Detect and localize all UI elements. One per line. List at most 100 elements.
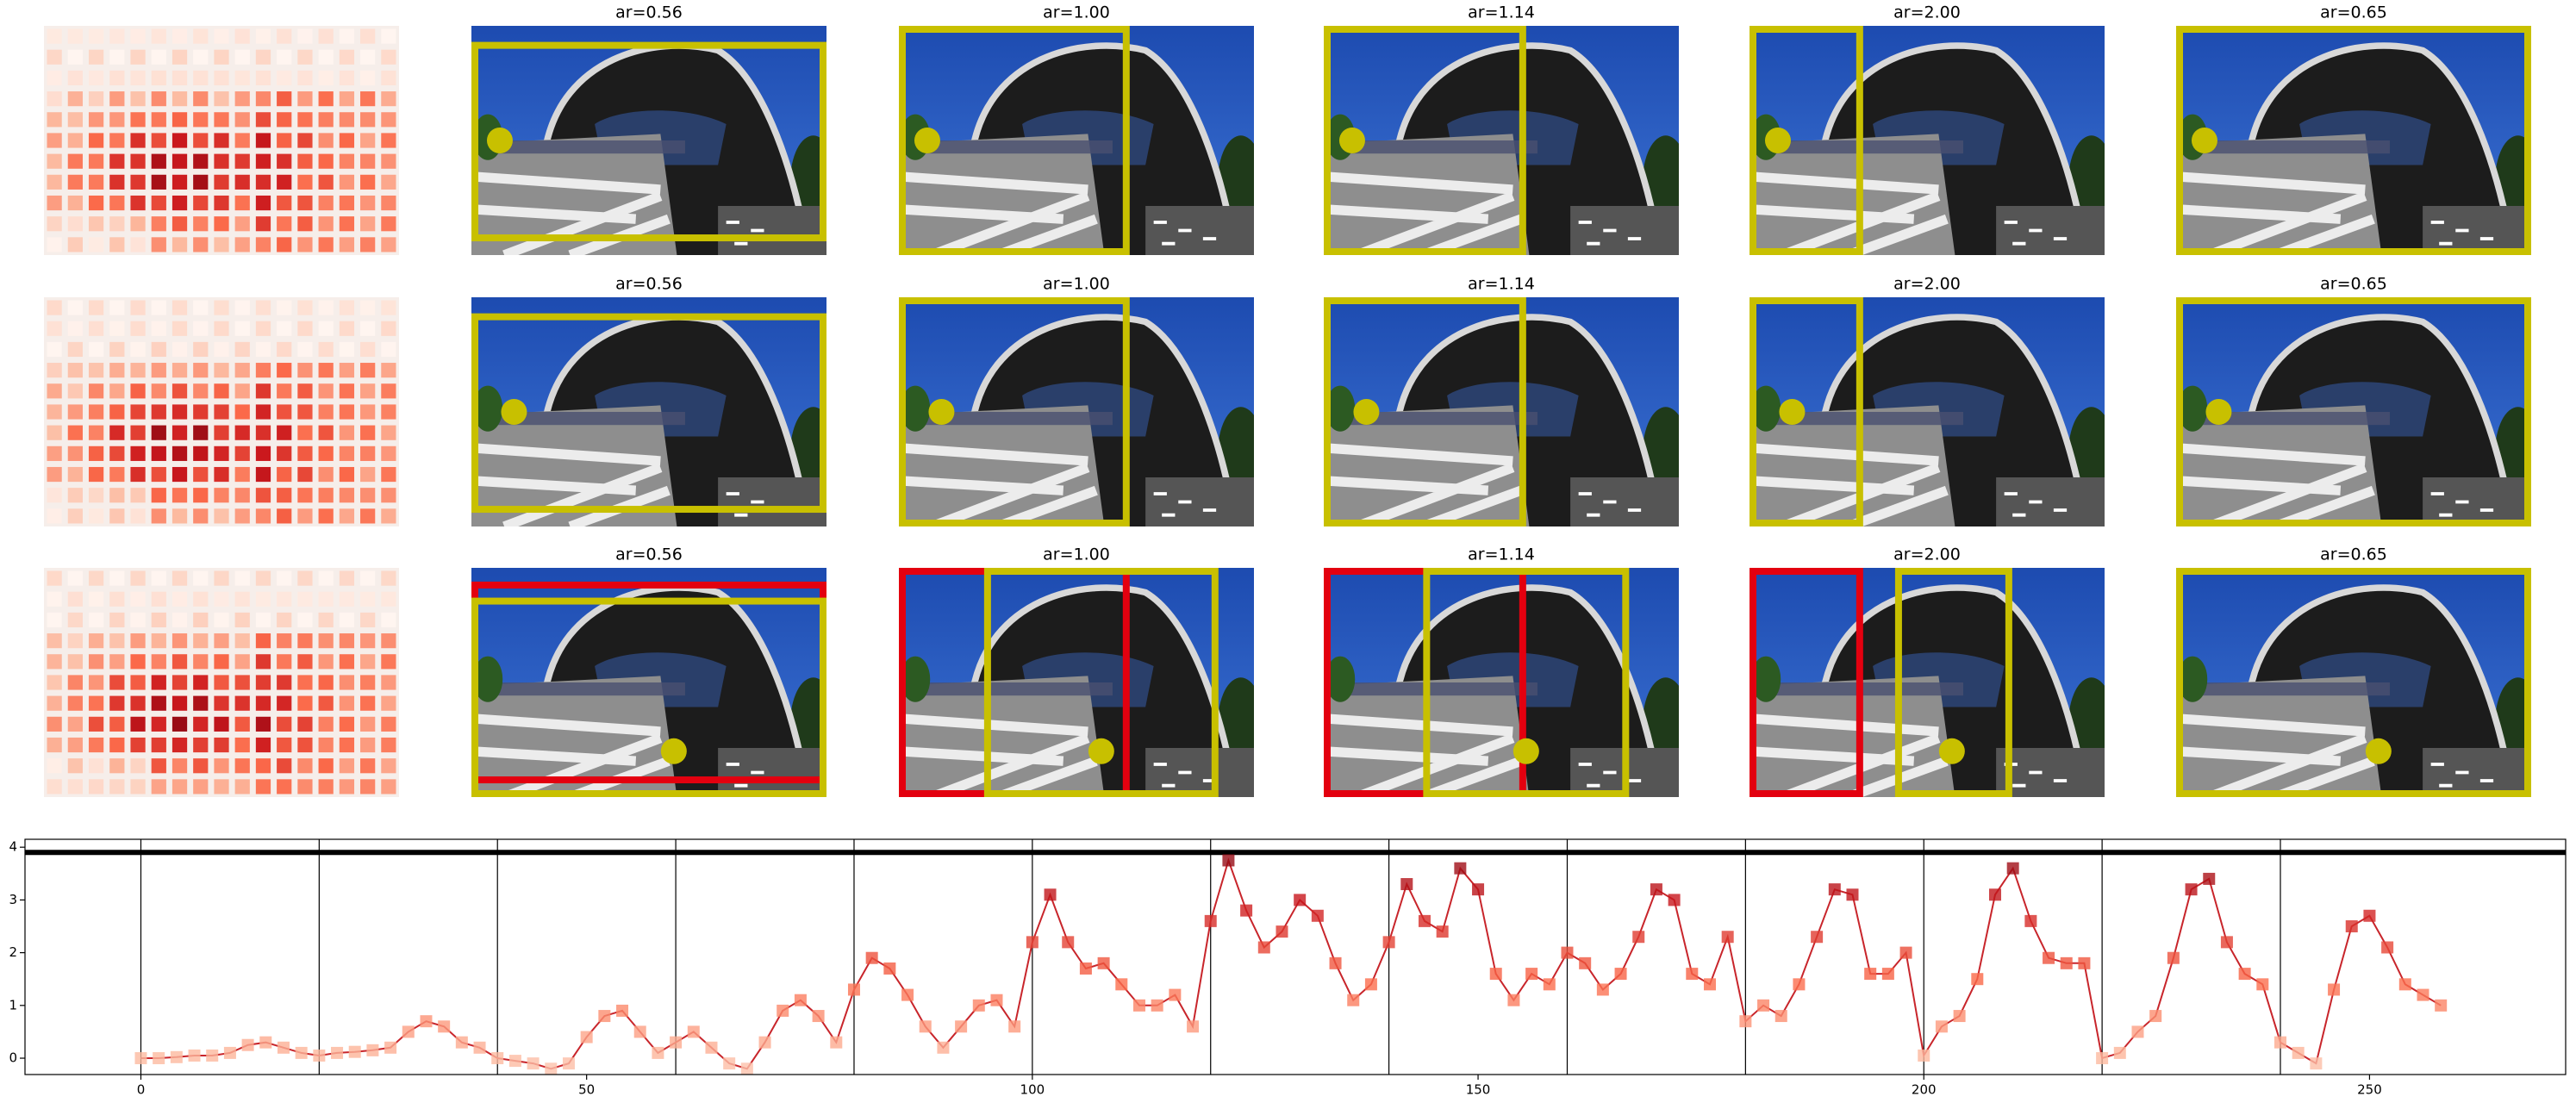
y-tick-label: 2 [9,944,17,960]
heatmap-cell [381,570,396,586]
heatmap-cell [234,425,250,440]
heatmap-cell [130,28,146,44]
heatmap-cell [172,91,188,107]
heatmap-cell [339,195,355,211]
panel-title: ar=0.65 [2320,3,2387,22]
heatmap-cell [297,445,313,461]
heatmap-cell [381,591,396,607]
heatmap-cell [88,91,104,107]
heatmap-cell [277,70,292,86]
heatmap-cell [193,321,209,336]
yellow-box [471,313,826,514]
heatmap-cell [234,363,250,378]
heatmap-cell [151,363,166,378]
heatmap-cell [193,779,209,794]
heatmap-cell [297,91,313,107]
heatmap-cell [47,716,62,732]
heatmap-cell [151,70,166,86]
heatmap-cell [297,153,313,169]
heatmap-cell [360,612,376,628]
y-tick-label: 1 [9,997,17,1012]
heatmap-cell [47,300,62,315]
heatmap-cell [214,91,229,107]
photo [1324,568,1688,797]
heatmap-cell [255,49,271,65]
heatmap-cell [360,70,376,86]
heatmap-cell [234,174,250,190]
heatmap-cell [109,466,125,483]
heatmap-cell [67,425,83,440]
heatmap-cell [109,758,125,774]
photo [1750,26,2114,255]
data-point [777,1004,789,1017]
heatmap-cell [318,716,334,732]
data-point [1311,909,1324,922]
heatmap-cell [109,383,125,399]
heatmap-cell [67,28,83,44]
data-point [2381,941,2394,954]
heatmap-cell [214,633,229,649]
point-marker [1353,399,1380,425]
yellow-box [1750,26,1863,255]
heatmap-cell [151,49,166,65]
heatmap-cell [214,363,229,378]
heatmap-cell [255,488,271,503]
data-point [2096,1052,2109,1065]
heatmap-cell [151,508,166,524]
data-point [2185,883,2198,896]
heatmap-cell [297,695,313,711]
heatmap-cell [67,383,83,399]
heatmap-cell [318,779,334,794]
data-point [901,988,914,1001]
point-marker [928,399,955,425]
photo [2176,568,2541,797]
panel-title: ar=1.14 [1468,545,1535,564]
heatmap-cell [47,91,62,107]
heatmap-cell [193,49,209,65]
heatmap-cell [130,633,146,649]
data-point [545,1062,558,1075]
heatmap-cell [318,612,334,628]
heatmap-cell [255,91,271,107]
heatmap-cell [214,466,229,483]
data-point [562,1057,575,1070]
heatmap-cell [255,383,271,399]
heatmap-cell [109,425,125,440]
heatmap-cell [318,91,334,107]
heatmap-cell [47,591,62,607]
heatmap-cell [130,49,146,65]
heatmap-cell [193,70,209,86]
data-point [2310,1057,2323,1070]
heatmap-cell [109,695,125,711]
heatmap-cell [193,570,209,586]
data-point [331,1046,344,1059]
yellow-box [1324,297,1526,526]
heatmap-cell [130,216,146,232]
heatmap-cell [109,445,125,461]
heatmap-cell [255,612,271,628]
heatmap-cell [297,112,313,128]
panel-title: ar=1.14 [1468,275,1535,294]
heatmap-cell [151,237,166,252]
data-point [1026,936,1039,949]
heatmap-cell [193,716,209,732]
data-point [2060,956,2073,969]
heatmap-cell [88,758,104,774]
heatmap-cell [360,341,376,358]
heatmap-cell [255,363,271,378]
yellow-box [899,297,1130,526]
heatmap-cell [381,216,396,232]
heatmap-cell [339,404,355,420]
data-point [1596,983,1609,996]
heatmap-cell [172,237,188,252]
heatmap-cell [109,737,125,753]
data-point [1079,962,1092,975]
heatmap-cell [67,737,83,753]
data-point [1650,883,1662,896]
heatmap-cell [88,591,104,607]
heatmap-cell [214,404,229,420]
heatmap-cell [151,612,166,628]
data-point [670,1036,683,1049]
heatmap-cell [381,716,396,732]
heatmap-cell [130,675,146,690]
